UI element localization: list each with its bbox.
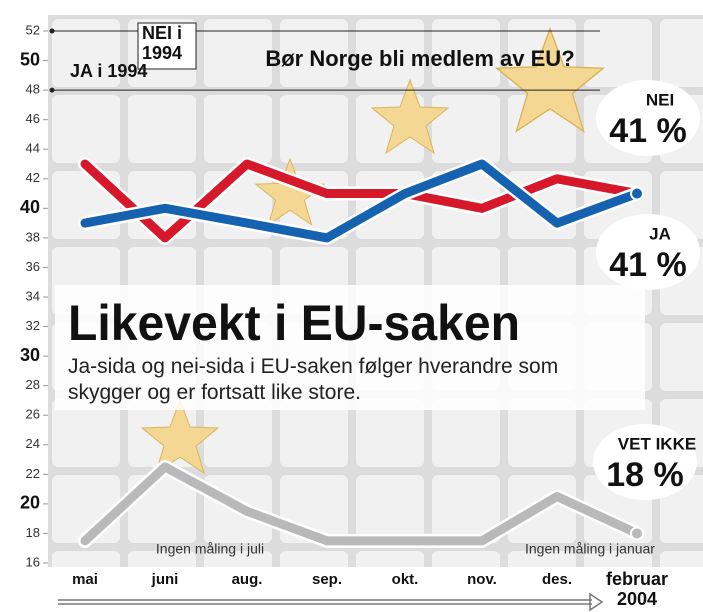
headline: Likevekt i EU-saken (68, 295, 520, 351)
y-tick-label: 18 (26, 525, 40, 540)
series-line (80, 159, 642, 243)
label-bubble (596, 214, 700, 290)
chart-title: Bør Norge bli medlem av EU? (265, 46, 574, 71)
y-tick-label: 38 (26, 229, 40, 244)
x-tick-label: juni (151, 571, 179, 588)
end-value-label: 41 % (609, 112, 687, 150)
y-tick-label: 32 (26, 318, 40, 333)
headline-box (55, 285, 645, 410)
reference-label: JA i 1994 (70, 61, 147, 81)
x-tick-label: nov. (467, 571, 497, 588)
reference-label: NEI i 1994 (142, 23, 182, 63)
y-tick-label: 50 (20, 49, 40, 69)
y-tick-label: 44 (26, 141, 40, 156)
subtitle: Ja-sida og nei-sida i EU-saken følger hv… (68, 355, 558, 404)
reference-dot (49, 28, 55, 34)
end-value-label: 18 % (606, 456, 684, 494)
x-tick-label: aug. (232, 571, 263, 588)
y-tick-label: 20 (20, 493, 40, 513)
y-tick-label: 30 (20, 345, 40, 365)
y-tick-label: 48 (26, 82, 40, 97)
series-line (80, 159, 642, 243)
y-tick-label: 16 (26, 554, 40, 569)
y-tick-label: 40 (20, 197, 40, 217)
y-tick-label: 22 (26, 466, 40, 481)
y-tick-label: 28 (26, 377, 40, 392)
series-line (80, 462, 642, 546)
note: Ingen måling i juli (156, 541, 264, 557)
y-tick-label: 46 (26, 111, 40, 126)
reference-label-box (137, 22, 197, 70)
y-tick-label: 34 (26, 288, 40, 303)
y-tick-label: 36 (26, 259, 40, 274)
legend-label: VET IKKE (618, 434, 696, 453)
legend-label: JA (649, 224, 671, 243)
x-tick-label: okt. (392, 571, 419, 588)
y-tick-label: 52 (26, 22, 40, 37)
x-tick-label: des. (542, 571, 572, 588)
label-bubble (593, 424, 697, 500)
y-tick-label: 24 (26, 436, 40, 451)
bottom-arrow (58, 592, 604, 612)
reference-dot (49, 87, 55, 93)
x-tick-label: sep. (312, 571, 342, 588)
x-tick-label: februar 2004 (606, 569, 668, 609)
y-tick-label: 26 (26, 407, 40, 422)
end-value-label: 41 % (609, 246, 687, 284)
end-point (630, 526, 644, 541)
x-tick-label: mai (72, 571, 98, 588)
end-point (630, 186, 644, 201)
y-tick-label: 42 (26, 170, 40, 185)
label-bubble (596, 80, 700, 156)
note: Ingen måling i januar (525, 541, 655, 557)
subtitle-text: Ja-sida og nei-sida i EU-saken følger hv… (68, 355, 558, 404)
legend-label: NEI (646, 90, 674, 109)
